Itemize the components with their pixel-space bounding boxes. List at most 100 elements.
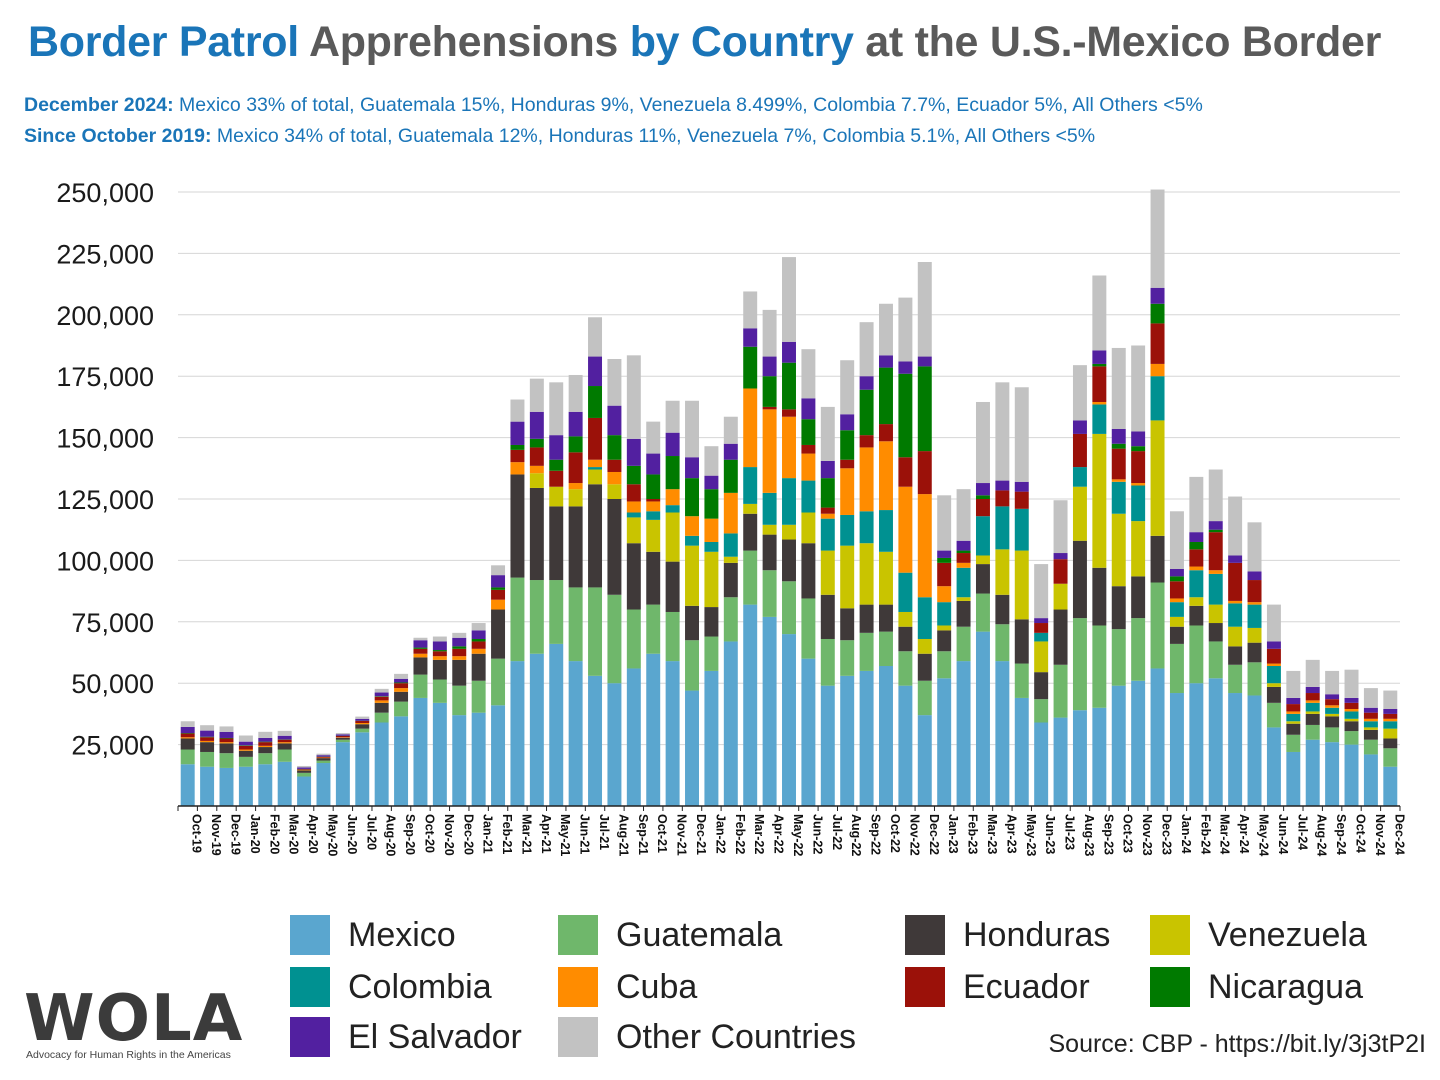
x-tick-label: May-23: [1024, 814, 1038, 856]
x-tick-label: May-22: [791, 814, 805, 856]
bar-segment: [937, 557, 952, 563]
x-tick-label: Jun-24: [1276, 814, 1290, 854]
bar-segment: [1072, 618, 1087, 711]
bar-segment: [917, 356, 932, 367]
bar-segment: [762, 406, 777, 410]
bar-segment: [956, 597, 971, 601]
bar-segment: [975, 499, 990, 517]
x-tick-label: Jan-22: [713, 814, 727, 854]
x-tick-label: Nov-19: [209, 814, 223, 856]
bar-segment: [840, 414, 855, 431]
bar-segment: [646, 453, 661, 475]
bar-segment: [452, 632, 467, 638]
bar-segment: [200, 737, 215, 741]
bar-segment: [937, 495, 952, 551]
bar-segment: [743, 604, 758, 806]
x-tick-label: Jun-22: [810, 814, 824, 854]
bar-segment: [529, 438, 544, 448]
x-tick-label: Feb-22: [733, 814, 747, 854]
x-tick-label: Feb-23: [966, 814, 980, 854]
bar-segment: [782, 257, 796, 342]
bar-segment: [1363, 718, 1378, 722]
x-tick-label: Sep-24: [1334, 814, 1348, 855]
bar-segment: [588, 469, 603, 485]
bar-segment: [820, 518, 835, 551]
bar-segment: [1189, 625, 1204, 684]
bar-segment: [1092, 625, 1107, 708]
x-tick-label: Aug-24: [1315, 814, 1329, 856]
bar-segment: [432, 656, 447, 660]
bar-segment: [238, 756, 253, 767]
x-tick-label: Jun-20: [345, 814, 359, 854]
bar-segment: [335, 739, 350, 743]
bar-segment: [704, 607, 719, 637]
bar-segment: [995, 594, 1010, 625]
bar-segment: [1344, 669, 1359, 698]
bar-segment: [956, 626, 971, 662]
bar-segment: [879, 424, 893, 442]
bar-segment: [723, 533, 738, 557]
bar-segment: [801, 480, 816, 513]
legend-label: Venezuela: [1208, 915, 1367, 954]
bar-segment: [568, 587, 583, 662]
bar-segment: [1111, 479, 1126, 482]
bar-segment: [1344, 731, 1359, 745]
bar-segment: [975, 593, 990, 632]
bar-segment: [1189, 532, 1204, 542]
x-tick-label: Jul-21: [597, 814, 611, 850]
bar-segment: [180, 749, 195, 765]
bar-segment: [898, 486, 913, 573]
x-tick-label: Sep-20: [403, 814, 417, 855]
bar-segment: [452, 659, 467, 686]
bar-segment: [879, 551, 893, 605]
bar-segment: [568, 506, 583, 588]
bar-segment: [1150, 323, 1165, 364]
bar-segment: [258, 745, 273, 748]
bar-segment: [1034, 672, 1049, 700]
bar-segment: [452, 656, 467, 660]
y-tick-label: 125,000: [56, 485, 154, 515]
bar-segment: [491, 609, 506, 659]
bar-segment: [200, 751, 215, 767]
legend-swatch: [290, 915, 330, 955]
bar-segment: [1150, 363, 1165, 377]
bar-segment: [879, 631, 893, 667]
bar-segment: [1383, 738, 1398, 749]
bar-segment: [355, 728, 370, 733]
bar-segment: [956, 567, 971, 598]
bar-segment: [1111, 629, 1126, 686]
bar-segment: [762, 492, 777, 525]
bar-segment: [219, 753, 234, 768]
bar-segment: [1247, 580, 1262, 603]
bar-segment: [879, 510, 893, 552]
bar-segment: [685, 690, 699, 806]
bar-segment: [394, 682, 409, 684]
legend-swatch: [290, 967, 330, 1007]
bar-segment: [219, 743, 234, 754]
bar-segment: [626, 512, 641, 518]
bar-segment: [297, 765, 312, 768]
bar-segment: [646, 519, 661, 552]
bar-segment: [782, 478, 796, 525]
title-part: Apprehensions: [298, 18, 630, 66]
bar-segment: [782, 416, 796, 479]
x-tick-label: Oct-19: [190, 814, 204, 853]
bar-segment: [471, 712, 486, 806]
bar-segment: [1247, 571, 1262, 581]
bar-segment: [704, 518, 719, 542]
bar-segment: [258, 731, 273, 738]
bar-segment: [665, 505, 680, 513]
x-tick-label: May-20: [325, 814, 339, 856]
bar-segment: [491, 589, 506, 600]
bar-segment: [1034, 632, 1049, 642]
bar-segment: [1014, 508, 1029, 551]
bar-segment: [917, 638, 932, 654]
bar-segment: [297, 769, 312, 770]
bar-segment: [1305, 711, 1320, 714]
bar-segment: [607, 484, 622, 499]
bar-segment: [568, 411, 583, 437]
bar-segment: [859, 632, 874, 671]
bar-segment: [626, 484, 641, 502]
legend-label: Nicaragua: [1208, 967, 1363, 1006]
bar-segment: [471, 680, 486, 713]
